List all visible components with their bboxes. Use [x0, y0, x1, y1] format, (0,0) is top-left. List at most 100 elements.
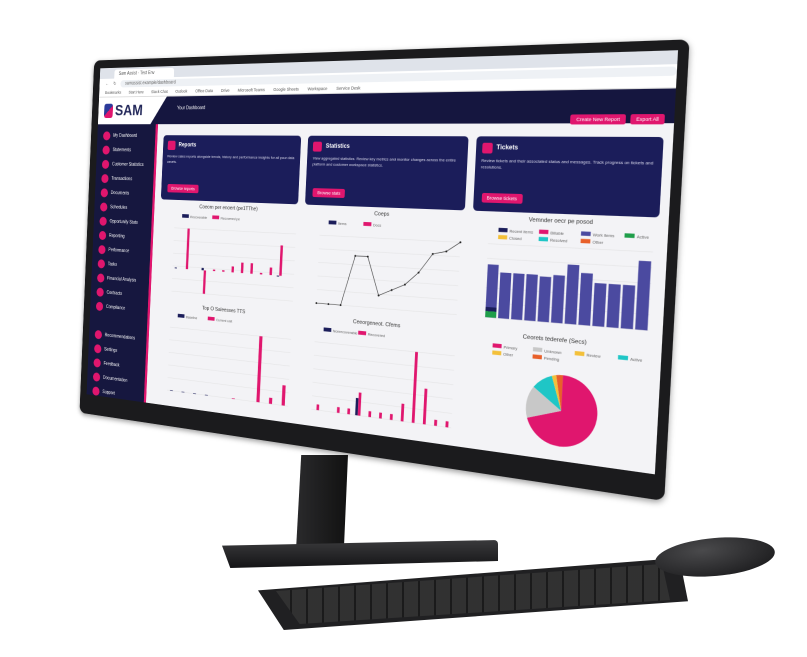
bookmark[interactable]: Workspace	[307, 86, 328, 92]
card-icon	[167, 140, 176, 151]
bookmark[interactable]: Service Desk	[336, 85, 361, 91]
legend-label: Work items	[593, 232, 615, 238]
bookmark[interactable]: Microsoft Teams	[237, 87, 265, 93]
sidebar-spacer	[90, 315, 148, 330]
sidebar-item[interactable]: Feedback	[88, 357, 146, 373]
monitor-stand-neck	[296, 455, 348, 550]
bar	[202, 270, 207, 294]
chart-plot: Items Docs	[299, 220, 465, 324]
bar	[256, 336, 263, 403]
gridline	[173, 253, 295, 261]
card-button[interactable]: Browse tickets	[481, 192, 523, 204]
legend-swatch	[363, 221, 372, 227]
sidebar-item[interactable]: My Dashboard	[97, 131, 155, 141]
chart: Ceeorgeneot. Cfems Nonrecoverable Recovere…	[294, 314, 460, 437]
sidebar-item[interactable]: Documents	[95, 188, 153, 199]
bar	[347, 408, 351, 415]
gridline	[171, 291, 292, 301]
sidebar-item-label: Schedules	[110, 204, 128, 211]
sidebar-item-label: Contracts	[106, 290, 123, 297]
sidebar-item-label: Support	[102, 389, 116, 397]
main-content: Create New Report Export All Reports Revi…	[146, 113, 674, 474]
bar	[379, 412, 382, 419]
line-point	[377, 294, 380, 297]
line-series	[316, 235, 460, 315]
legend-label: Docs	[373, 223, 382, 228]
sidebar-item[interactable]: Tasks	[92, 259, 150, 272]
sidebar-item[interactable]: Settings	[88, 343, 146, 359]
sidebar-item-label: Opportunity Stats	[109, 218, 138, 226]
card-button[interactable]: Browse stats	[312, 188, 346, 199]
sidebar-item-icon	[93, 358, 101, 368]
monitor-stand-base	[222, 540, 498, 568]
bar	[368, 411, 372, 418]
info-card: Reports Review sales reports alongside tr…	[160, 135, 302, 205]
sidebar-item-icon	[100, 188, 109, 198]
sidebar-item-icon	[94, 343, 102, 354]
sidebar-item[interactable]: Documentation	[87, 371, 145, 387]
sidebar-item[interactable]: Contracts	[91, 287, 149, 301]
sidebar-item[interactable]: Reporting	[93, 230, 151, 243]
bar	[185, 228, 190, 270]
bar	[276, 275, 280, 277]
sidebar-item[interactable]: Performance	[93, 245, 151, 258]
sidebar-item[interactable]: Support	[87, 385, 145, 402]
logo-mark-icon	[104, 104, 113, 118]
gridline	[174, 241, 296, 248]
bar	[537, 276, 552, 323]
sidebar-item[interactable]: Financial Analysis	[91, 273, 149, 286]
bookmark[interactable]: Slack Chat	[151, 89, 168, 95]
bookmark[interactable]: Google Sheets	[273, 86, 299, 92]
sidebar-item[interactable]: Recommendations	[89, 329, 147, 344]
chart-plot: Recent items Billable Work items Active Clos…	[464, 227, 658, 341]
sidebar-item[interactable]: Compliance	[90, 301, 148, 315]
back-icon[interactable]: ←	[105, 80, 110, 87]
sidebar-item-icon	[92, 372, 101, 382]
bookmark[interactable]: Drive	[220, 87, 230, 93]
bar	[193, 393, 197, 395]
reload-icon[interactable]: ↻	[113, 80, 117, 87]
legend-swatch	[624, 233, 635, 239]
bookmark[interactable]: Office Data	[195, 88, 214, 94]
sidebar-item[interactable]: Statements	[97, 145, 155, 156]
bar	[231, 266, 235, 273]
keyboard-keys	[276, 564, 670, 624]
legend-label: Pending	[544, 356, 560, 362]
sidebar-item-icon	[94, 329, 103, 340]
legend-swatch	[492, 350, 502, 356]
legend-label: Other	[503, 352, 514, 358]
card-button[interactable]: Browse reports	[167, 183, 199, 194]
gridline	[313, 382, 453, 399]
legend-label: Recovered pe	[221, 216, 241, 221]
bookmark[interactable]: Start Here	[128, 89, 144, 95]
card-title: Reports	[178, 142, 197, 149]
sidebar-item-label: Settings	[104, 346, 118, 354]
sidebar-item-label: Documentation	[102, 375, 128, 384]
sidebar-item[interactable]: Opportunity Stats	[94, 216, 152, 228]
legend-label: Unknown	[544, 349, 562, 356]
gridline	[169, 352, 290, 366]
screen: Sam Assist · Test Env ← ↻ samassist.exam…	[86, 50, 679, 475]
bar	[434, 419, 438, 426]
bar	[357, 392, 362, 416]
bar	[606, 283, 621, 329]
sidebar-item[interactable]: Transactions	[95, 174, 153, 185]
sidebar-item[interactable]: Schedules	[94, 202, 152, 213]
bookmark[interactable]: Bookmarks	[104, 90, 122, 95]
sidebar-item-icon	[96, 287, 104, 297]
card-title: Tickets	[496, 144, 519, 152]
export-button[interactable]: Export All	[630, 113, 665, 125]
bookmark[interactable]: Outlook	[175, 88, 188, 94]
logo[interactable]: SAM	[98, 97, 167, 125]
gridline	[320, 235, 461, 242]
bar	[212, 269, 216, 272]
sidebar-item[interactable]: Customer Statistics	[96, 159, 154, 170]
bar	[550, 274, 565, 324]
sidebar-item-label: Feedback	[103, 361, 120, 369]
chart: Vemnder oecr pe posod Recent items Billabl…	[464, 215, 659, 341]
monitor: Sam Assist · Test Env ← ↻ samassist.exam…	[79, 39, 690, 501]
bar	[279, 245, 284, 276]
legend-label: Closed	[509, 236, 522, 241]
gridline	[174, 228, 296, 234]
create-report-button[interactable]: Create New Report	[570, 114, 627, 125]
